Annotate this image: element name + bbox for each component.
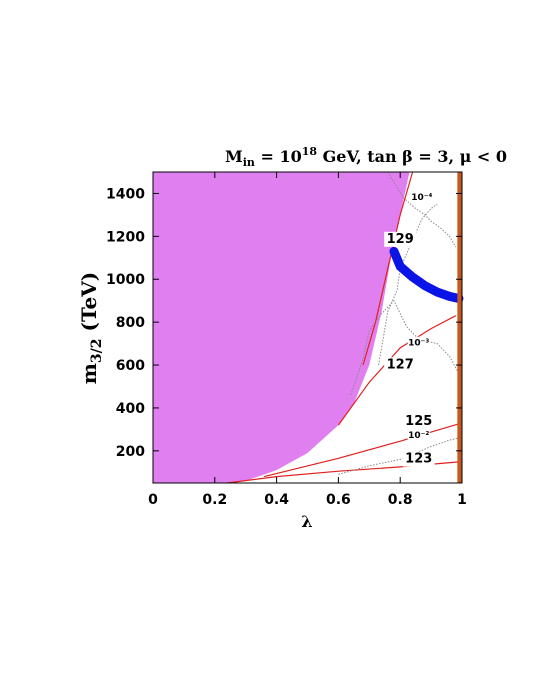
y-tick-label: 200 [116,444,145,460]
y-tick-label: 400 [116,401,145,417]
x-tick-label: 0 [148,492,158,508]
x-axis-ticks: 0 0.2 0.4 0.6 0.8 1 [148,172,467,508]
y-tick-label: 600 [116,358,145,374]
chart-title: Min = 1018 GeV, tan β = 3, μ < 0 [225,145,507,169]
contour-label-bg [384,357,417,373]
higgs-contour-125 [264,422,463,478]
higgs-contour-129 [362,171,414,366]
higgs-contour-127 [337,315,457,426]
higgs-contour-label: 125 [405,414,432,429]
dotted-label-bg [407,428,430,441]
higgs-contour-label: 123 [405,452,432,467]
ylabel-base: m [77,363,101,384]
contour-label-bg [402,451,435,467]
dotted-contour-label: 10⁻³ [408,339,429,349]
y-tick-label: 1000 [106,272,145,288]
contour-labels: 123 125 127 129 10⁻⁴ 10⁻³ 10⁻² [384,190,435,467]
x-tick-label: 0.6 [326,492,351,508]
dotted-label-bg [407,336,430,349]
contour-label-bg [384,231,417,247]
y-tick-label: 1400 [106,186,145,202]
y-axis-label: m3/2 (TeV) [77,272,105,385]
title-sub: in [243,156,255,169]
dotted-contour-2 [350,299,460,396]
contour-label-bg [402,414,435,430]
y-axis-ticks: 200 400 600 800 1000 1200 1400 [106,186,462,460]
higgs-contour-label: 127 [387,357,414,372]
right-edge-band [457,172,462,483]
x-tick-label: 0.2 [202,492,227,508]
dotted-label-bg [410,190,433,203]
x-tick-label: 0.8 [388,492,413,508]
dotted-contours [338,171,460,475]
relic-density-band [389,246,464,303]
dotted-contour-3 [338,437,460,475]
ylabel-rest: (TeV) [77,272,101,339]
title-eq: = 10 [255,147,302,166]
title-sup: 18 [302,145,318,158]
y-tick-label: 800 [116,315,145,331]
plot-frame [152,171,463,484]
x-tick-label: 0.4 [264,492,289,508]
ylabel-sub: 3/2 [89,338,105,363]
plot-area [152,171,464,484]
higgs-contour-label: 129 [387,232,414,247]
dotted-contour-label: 10⁻² [408,431,429,441]
x-axis-label: λ [301,512,312,531]
y-tick-label: 1200 [106,229,145,245]
title-base: M [225,147,243,166]
title-rest: GeV, tan β = 3, μ < 0 [317,147,507,166]
dotted-contour-label: 10⁻⁴ [411,193,432,203]
dotted-contour-1 [378,203,438,366]
x-tick-label: 1 [457,492,467,508]
excluded-region [153,172,410,483]
dotted-contour-0 [387,171,457,248]
